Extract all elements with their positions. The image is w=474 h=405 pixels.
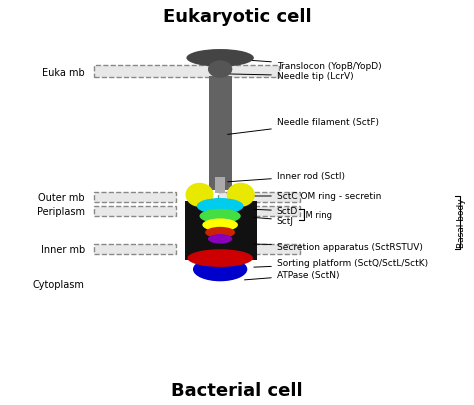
Bar xyxy=(94,244,176,254)
Bar xyxy=(218,206,300,217)
Text: Needle filament (SctF): Needle filament (SctF) xyxy=(228,118,379,135)
Ellipse shape xyxy=(185,183,214,207)
Ellipse shape xyxy=(193,258,247,281)
Text: Needle tip (LcrV): Needle tip (LcrV) xyxy=(228,72,354,81)
Ellipse shape xyxy=(187,249,253,267)
Ellipse shape xyxy=(197,198,244,215)
Text: ATPase (SctN): ATPase (SctN) xyxy=(245,271,339,280)
Text: Sorting platform (SctQ/SctL/SctK): Sorting platform (SctQ/SctL/SctK) xyxy=(254,259,428,268)
Bar xyxy=(94,66,279,78)
Text: Euka mb: Euka mb xyxy=(42,68,85,78)
Ellipse shape xyxy=(202,219,238,232)
Bar xyxy=(184,201,257,260)
Bar xyxy=(94,206,176,217)
Text: IM ring: IM ring xyxy=(302,211,332,220)
Ellipse shape xyxy=(200,209,241,224)
Ellipse shape xyxy=(208,234,232,244)
Text: Eukaryotic cell: Eukaryotic cell xyxy=(163,8,311,26)
Bar xyxy=(213,65,227,77)
Bar xyxy=(94,192,176,202)
Bar xyxy=(218,192,300,202)
Text: Outer mb: Outer mb xyxy=(38,192,85,202)
Text: SctD: SctD xyxy=(254,207,298,216)
Text: SctC OM ring - secretin: SctC OM ring - secretin xyxy=(254,192,381,201)
Text: Periplasm: Periplasm xyxy=(37,206,85,216)
Text: Bacterial cell: Bacterial cell xyxy=(171,381,303,399)
Bar xyxy=(209,77,232,190)
Ellipse shape xyxy=(205,227,235,239)
Text: Basal body: Basal body xyxy=(457,198,466,247)
Bar xyxy=(215,178,225,194)
Bar xyxy=(218,244,300,254)
Text: Cytoplasm: Cytoplasm xyxy=(33,279,85,290)
Text: Inner mb: Inner mb xyxy=(40,245,85,255)
Ellipse shape xyxy=(208,61,232,79)
Text: Inner rod (SctI): Inner rod (SctI) xyxy=(228,172,345,182)
Ellipse shape xyxy=(227,183,255,207)
Text: SctJ: SctJ xyxy=(254,216,294,225)
Text: Translocon (YopB/YopD): Translocon (YopB/YopD) xyxy=(235,60,382,71)
Text: Secretion apparatus (SctRSTUV): Secretion apparatus (SctRSTUV) xyxy=(254,242,423,251)
Ellipse shape xyxy=(186,50,254,68)
